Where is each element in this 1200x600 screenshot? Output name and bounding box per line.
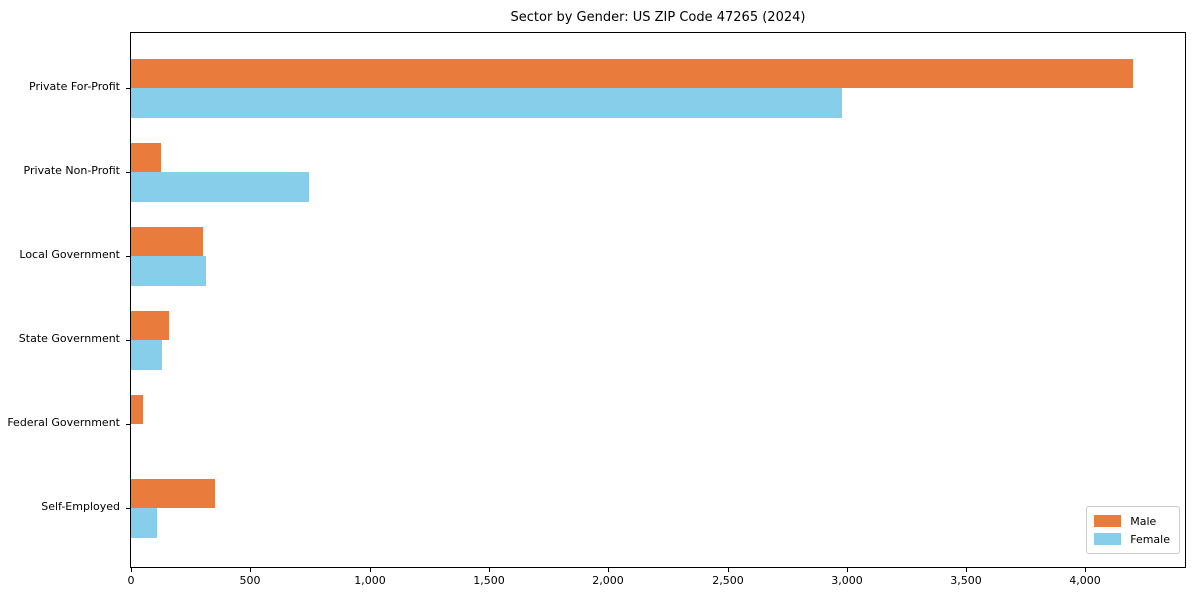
legend-entry: Male: [1094, 512, 1170, 530]
legend: Male Female: [1086, 506, 1180, 554]
bar-male: [131, 478, 215, 508]
x-tick-mark: [608, 568, 609, 572]
chart-title: Sector by Gender: US ZIP Code 47265 (202…: [510, 10, 806, 25]
bar-female: [131, 172, 309, 202]
x-tick-label: 500: [239, 574, 261, 587]
bar-female: [131, 508, 157, 538]
x-tick-mark: [489, 568, 490, 572]
legend-label: Male: [1130, 514, 1157, 528]
x-tick-label: 3,500: [950, 574, 982, 587]
y-tick-mark: [126, 256, 130, 257]
legend-entry: Female: [1094, 530, 1170, 548]
y-tick-mark: [126, 424, 130, 425]
x-tick-label: 1,000: [354, 574, 386, 587]
bar-female: [131, 256, 206, 286]
y-tick-mark: [126, 340, 130, 341]
y-tick-label: Federal Government: [7, 416, 120, 429]
x-tick-mark: [847, 568, 848, 572]
x-tick-mark: [1085, 568, 1086, 572]
plot-area: Male Female: [130, 32, 1186, 568]
x-tick-mark: [131, 568, 132, 572]
x-tick-label: 1,500: [473, 574, 505, 587]
legend-swatch: [1094, 515, 1122, 527]
x-tick-label: 4,000: [1069, 574, 1101, 587]
x-tick-label: 0: [127, 574, 135, 587]
x-tick-mark: [966, 568, 967, 572]
bar-female: [131, 340, 162, 370]
y-tick-mark: [126, 88, 130, 89]
y-tick-label: Private For-Profit: [29, 80, 120, 93]
bar-male: [131, 142, 161, 172]
y-tick-label: State Government: [18, 332, 120, 345]
legend-swatch: [1094, 533, 1122, 545]
x-tick-mark: [728, 568, 729, 572]
x-tick-mark: [250, 568, 251, 572]
bar-male: [131, 58, 1133, 88]
y-tick-label: Self-Employed: [41, 500, 120, 513]
x-tick-label: 3,000: [831, 574, 863, 587]
bar-male: [131, 310, 169, 340]
y-tick-label: Local Government: [19, 248, 120, 261]
x-tick-label: 2,000: [592, 574, 624, 587]
y-tick-mark: [126, 172, 130, 173]
bar-male: [131, 226, 203, 256]
bar-female: [131, 88, 842, 118]
x-tick-mark: [370, 568, 371, 572]
y-tick-mark: [126, 508, 130, 509]
y-tick-label: Private Non-Profit: [23, 164, 120, 177]
x-tick-label: 2,500: [712, 574, 744, 587]
legend-label: Female: [1130, 532, 1170, 546]
bar-male: [131, 394, 143, 424]
